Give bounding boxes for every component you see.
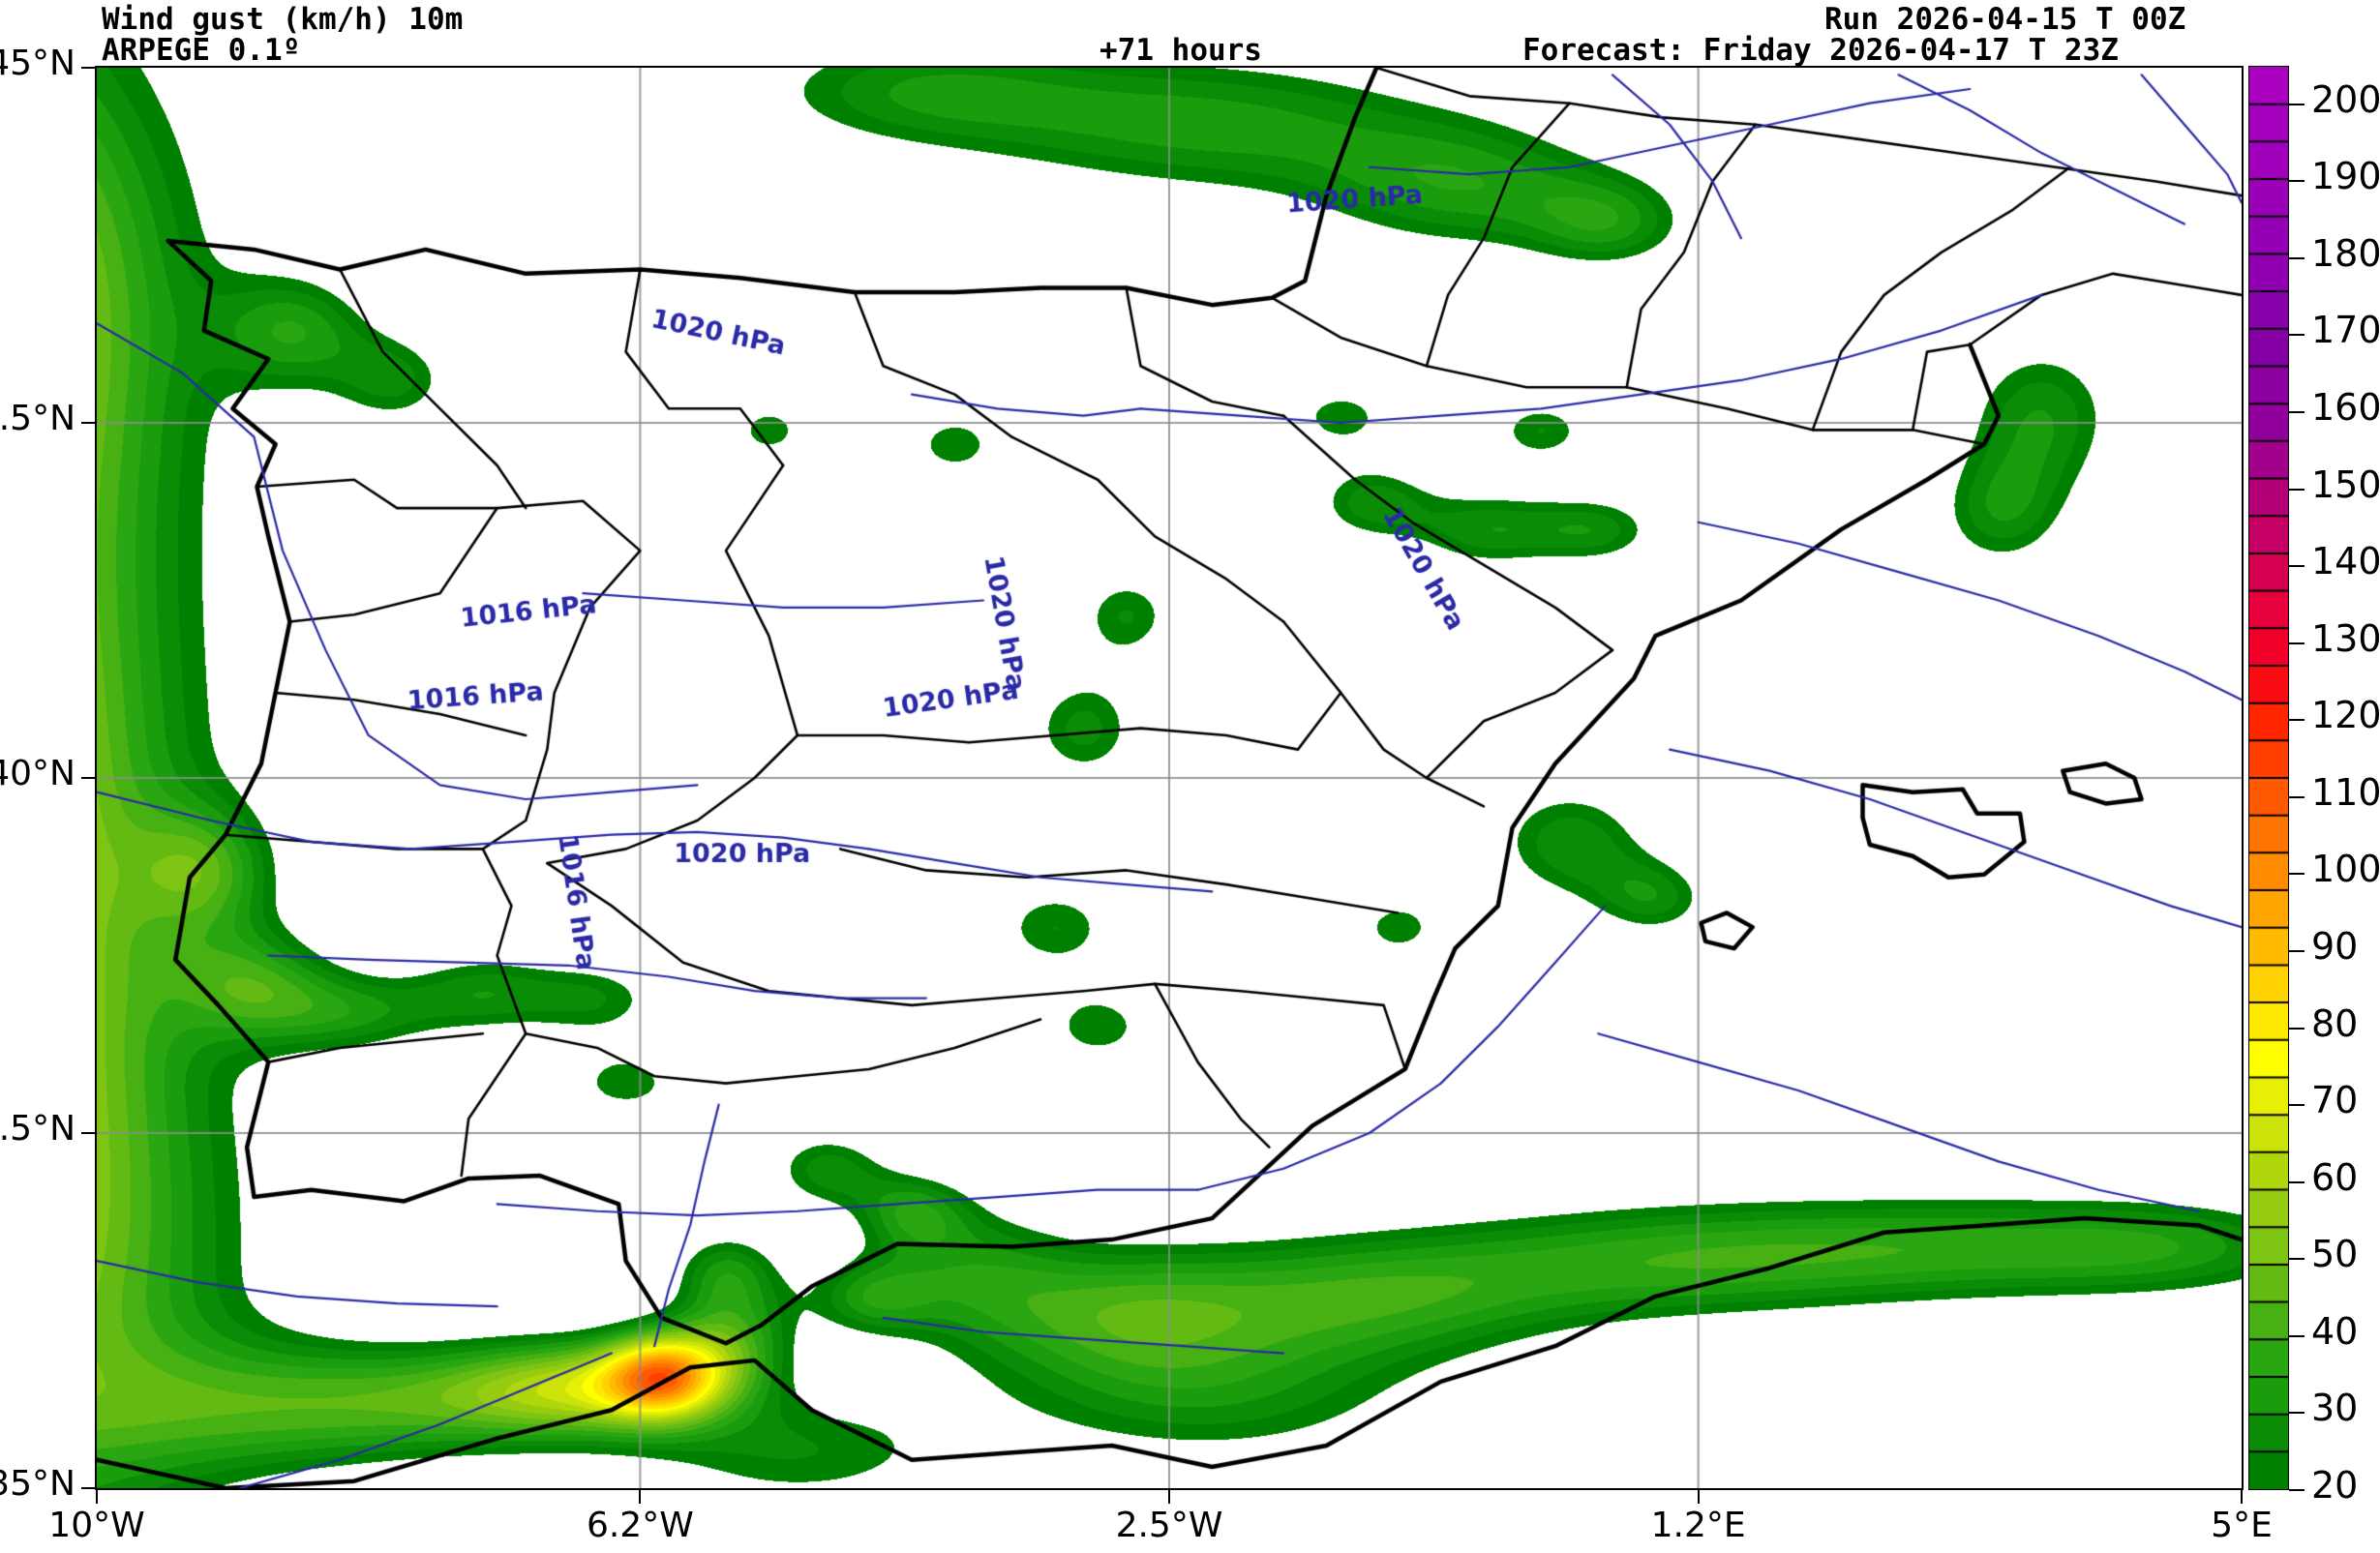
lead-time-label: +71 hours <box>1100 33 1262 68</box>
colorbar-label-14: 160 <box>2311 386 2380 430</box>
colorbar-label-2: 40 <box>2311 1309 2359 1353</box>
y-tick-label-1: 42.5°N <box>0 399 75 438</box>
y-tick-label-3: 37.5°N <box>0 1109 75 1149</box>
run-datetime-label: Run 2026-04-15 T 00Z <box>1824 2 2186 37</box>
colorbar <box>2248 66 2289 1490</box>
colorbar-label-1: 30 <box>2311 1387 2359 1430</box>
colorbar-label-13: 150 <box>2311 463 2380 506</box>
colorbar-label-6: 80 <box>2311 1001 2359 1045</box>
colorbar-tick <box>2289 719 2305 722</box>
colorbar-label-9: 110 <box>2311 770 2380 814</box>
y-tick-label-4: 35°N <box>0 1464 75 1504</box>
colorbar-tick <box>2289 1412 2305 1415</box>
wind-gust-heatmap-canvas <box>97 68 2242 1488</box>
colorbar-tick <box>2289 1180 2305 1183</box>
colorbar-tick <box>2289 180 2305 183</box>
colorbar-gradient <box>2249 67 2288 1489</box>
y-tick-mark <box>81 777 95 779</box>
x-tick-label-1: 6.2°W <box>586 1506 694 1545</box>
header-bar: Wind gust (km/h) 10m ARPEGE 0.1º +71 hou… <box>0 0 2380 68</box>
colorbar-tick <box>2289 873 2305 876</box>
x-tick-mark <box>96 1490 98 1504</box>
colorbar-tick <box>2289 1489 2305 1491</box>
colorbar-tick <box>2289 1258 2305 1261</box>
colorbar-tick <box>2289 334 2305 337</box>
colorbar-tick <box>2289 256 2305 259</box>
page-title: Wind gust (km/h) 10m <box>102 2 464 37</box>
colorbar-tick <box>2289 1334 2305 1337</box>
y-tick-mark <box>81 1487 95 1489</box>
colorbar-label-12: 140 <box>2311 540 2380 583</box>
x-tick-mark <box>1168 1490 1170 1504</box>
y-tick-mark <box>81 1132 95 1134</box>
colorbar-tick <box>2289 1027 2305 1030</box>
colorbar-tick <box>2289 1104 2305 1107</box>
x-tick-mark <box>2241 1490 2243 1504</box>
colorbar-label-0: 20 <box>2311 1464 2359 1507</box>
x-tick-mark <box>1697 1490 1700 1504</box>
y-tick-mark <box>81 422 95 424</box>
forecast-valid-label: Forecast: Friday 2026-04-17 T 23Z <box>1522 33 2119 68</box>
colorbar-label-11: 130 <box>2311 616 2380 660</box>
x-tick-label-2: 2.5°W <box>1115 1506 1223 1545</box>
colorbar-label-17: 190 <box>2311 155 2380 198</box>
x-tick-label-3: 1.2°E <box>1650 1506 1746 1545</box>
y-tick-label-2: 40°N <box>0 754 75 793</box>
colorbar-label-3: 50 <box>2311 1233 2359 1276</box>
colorbar-tick <box>2289 565 2305 568</box>
colorbar-label-5: 70 <box>2311 1079 2359 1122</box>
colorbar-label-10: 120 <box>2311 694 2380 737</box>
y-tick-label-0: 45°N <box>0 44 75 83</box>
colorbar-label-4: 60 <box>2311 1155 2359 1199</box>
colorbar-label-16: 180 <box>2311 231 2380 275</box>
colorbar-label-7: 90 <box>2311 925 2359 969</box>
colorbar-tick <box>2289 103 2305 105</box>
x-tick-label-4: 5°E <box>2211 1506 2273 1545</box>
colorbar-label-8: 100 <box>2311 848 2380 891</box>
x-tick-mark <box>639 1490 642 1504</box>
y-tick-mark <box>81 67 95 69</box>
colorbar-tick <box>2289 795 2305 798</box>
colorbar-label-15: 170 <box>2311 309 2380 352</box>
colorbar-tick <box>2289 642 2305 644</box>
model-label: ARPEGE 0.1º <box>102 33 301 68</box>
map-plot-area[interactable] <box>95 66 2244 1490</box>
colorbar-label-18: 200 <box>2311 77 2380 121</box>
colorbar-tick <box>2289 950 2305 953</box>
x-tick-label-0: 10°W <box>48 1506 145 1545</box>
colorbar-tick <box>2289 488 2305 491</box>
colorbar-tick <box>2289 411 2305 414</box>
